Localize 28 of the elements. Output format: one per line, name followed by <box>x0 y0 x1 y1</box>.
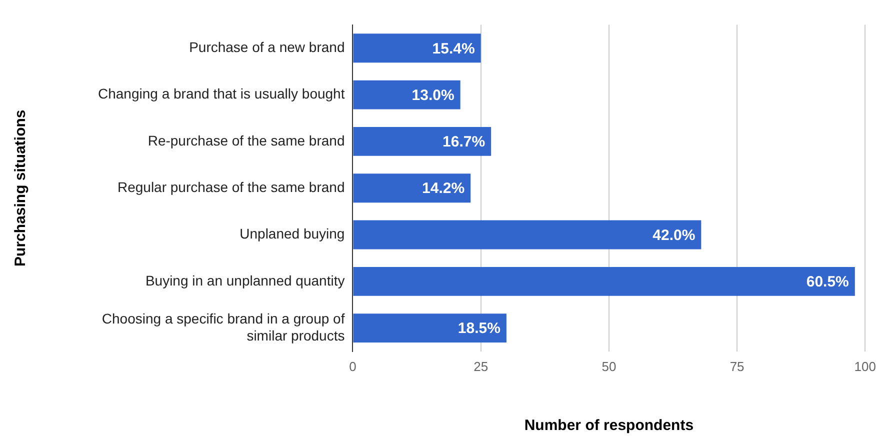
x-tick-label: 75 <box>730 358 744 374</box>
y-tick-label: Purchase of a new brand <box>189 38 345 55</box>
bar <box>353 220 702 250</box>
y-tick-label: Regular purchase of the same brand <box>117 178 345 195</box>
annotation: 13.0% <box>412 86 454 104</box>
x-tick-label: 0 <box>349 358 356 374</box>
bar <box>353 314 506 343</box>
x-tick-label: 100 <box>854 358 876 374</box>
bar <box>353 174 471 203</box>
y-tick-label: Buying in an unplanned quantity <box>145 272 345 288</box>
annotation: 15.4% <box>432 40 475 58</box>
bar <box>353 34 481 63</box>
annotation: 18.5% <box>458 320 500 338</box>
annotation: 14.2% <box>422 180 465 198</box>
x-axis-title: Number of respondents <box>524 417 694 434</box>
y-tick-label: Changing a brand that is usually bought <box>98 86 345 102</box>
y-tick-label: Unplaned buying <box>240 226 345 242</box>
y-tick-label: Re-purchase of the same brand <box>148 132 345 148</box>
x-tick-label: 25 <box>474 358 488 374</box>
annotation: 16.7% <box>442 134 486 151</box>
y-tick-label: Choosing a specific brand in a group of similar products <box>102 310 345 344</box>
x-tick-label: 50 <box>602 358 616 374</box>
bar <box>353 80 460 110</box>
y-axis-title: Purchasing situations <box>12 110 30 266</box>
annotation: 60.5% <box>806 274 849 291</box>
bar <box>353 266 855 296</box>
bar <box>353 126 492 156</box>
annotation: 42.0% <box>652 226 696 244</box>
